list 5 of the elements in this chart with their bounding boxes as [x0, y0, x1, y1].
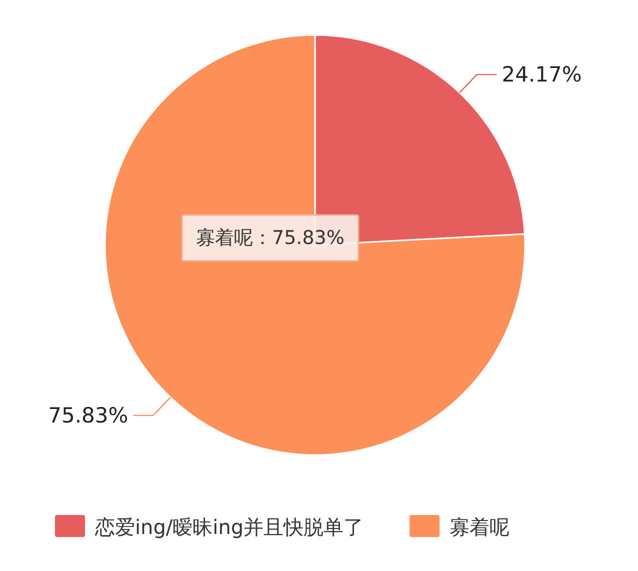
- legend-label: 寡着呢: [450, 515, 510, 539]
- data-label: 75.83%: [48, 403, 128, 428]
- annotation: 寡着呢：75.83%: [181, 214, 360, 262]
- legend-label: 恋爱ing/暧昧ing并且快脱单了: [94, 515, 364, 539]
- data-label: 24.17%: [502, 62, 582, 87]
